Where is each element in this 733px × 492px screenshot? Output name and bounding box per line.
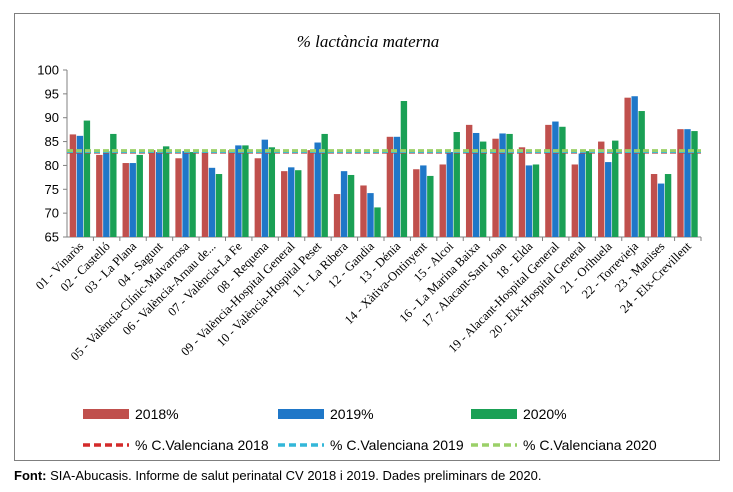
bar (208, 167, 216, 237)
bar (129, 163, 136, 237)
bar (69, 134, 77, 237)
bar (162, 146, 170, 237)
bar (598, 141, 605, 237)
bar (545, 124, 552, 237)
bar (175, 158, 182, 237)
bar (182, 151, 189, 237)
bar (235, 145, 242, 237)
bar (254, 158, 262, 237)
y-tick-label: 95 (45, 86, 59, 101)
bar (479, 141, 487, 237)
legend-label: % C.Valenciana 2019 (330, 437, 464, 453)
bar (453, 132, 460, 237)
bar (295, 170, 302, 237)
bar (228, 150, 235, 237)
y-tick-label: 65 (45, 230, 59, 245)
source-text: SIA-Abucasis. Informe de salut perinatal… (46, 468, 542, 483)
bar (578, 153, 586, 237)
bar (261, 139, 269, 237)
bar (518, 147, 526, 237)
bar (499, 133, 506, 237)
bar (155, 152, 163, 237)
bar (242, 145, 249, 237)
bar (340, 171, 348, 237)
chart-frame: 65 70 75 80 85 90 95 100 01 - Vinaròs 02 - Castel… (14, 13, 720, 461)
y-tick-label: 90 (45, 110, 59, 125)
bar (386, 136, 394, 237)
bar (314, 142, 321, 237)
bar (691, 131, 698, 237)
bar (281, 171, 288, 237)
legend-label: % C.Valenciana 2018 (135, 437, 269, 453)
y-tick-label: 100 (37, 63, 59, 78)
bar (413, 169, 420, 237)
legend-label: 2019% (330, 406, 374, 422)
bar (585, 151, 593, 237)
bar (333, 194, 341, 237)
bar (605, 162, 612, 237)
bar (677, 129, 684, 237)
chart-title: % lactància materna (296, 32, 440, 51)
bar (532, 164, 540, 237)
legend-label: 2020% (523, 406, 567, 422)
bar (215, 174, 223, 237)
bar (631, 96, 638, 237)
y-tick-label: 70 (45, 206, 59, 221)
source-label: Font: (14, 468, 47, 483)
bar (201, 152, 209, 237)
bar (420, 165, 427, 237)
bar (427, 175, 434, 237)
legend-swatch (83, 409, 129, 419)
bar (374, 207, 381, 237)
bar (288, 167, 295, 237)
bar (321, 133, 328, 237)
bar (559, 126, 566, 237)
bar (439, 164, 446, 237)
bar (492, 138, 499, 237)
bar (638, 111, 645, 237)
bar (624, 97, 631, 237)
bar (506, 133, 513, 237)
bar (650, 174, 658, 237)
bar (367, 193, 374, 237)
bar (136, 154, 143, 237)
bar (525, 165, 533, 237)
bar (571, 164, 579, 237)
legend-swatch (278, 409, 324, 419)
bar (110, 133, 117, 237)
legend-label: 2018% (135, 406, 179, 422)
bar (684, 129, 691, 237)
bar (189, 152, 196, 237)
bar (103, 151, 110, 237)
source-note: Font: SIA-Abucasis. Informe de salut per… (14, 468, 541, 483)
bar (122, 163, 129, 237)
bar (664, 174, 672, 237)
bar (393, 136, 401, 237)
bar (347, 174, 355, 237)
bar (148, 150, 156, 237)
legend-label: % C.Valenciana 2020 (523, 437, 657, 453)
y-tick-label: 75 (45, 182, 59, 197)
bar (400, 101, 408, 237)
bar (96, 154, 103, 237)
bar (472, 132, 480, 237)
bar (657, 183, 665, 237)
bar (268, 147, 276, 237)
bar (446, 152, 453, 237)
legend-swatch (471, 409, 517, 419)
y-tick-label: 85 (45, 134, 59, 149)
bar (83, 120, 91, 237)
y-tick-label: 80 (45, 158, 59, 173)
bar (552, 121, 559, 237)
bar (465, 124, 473, 237)
bar (76, 135, 84, 237)
bar (360, 185, 367, 237)
bar (307, 150, 314, 237)
bar (612, 140, 619, 237)
